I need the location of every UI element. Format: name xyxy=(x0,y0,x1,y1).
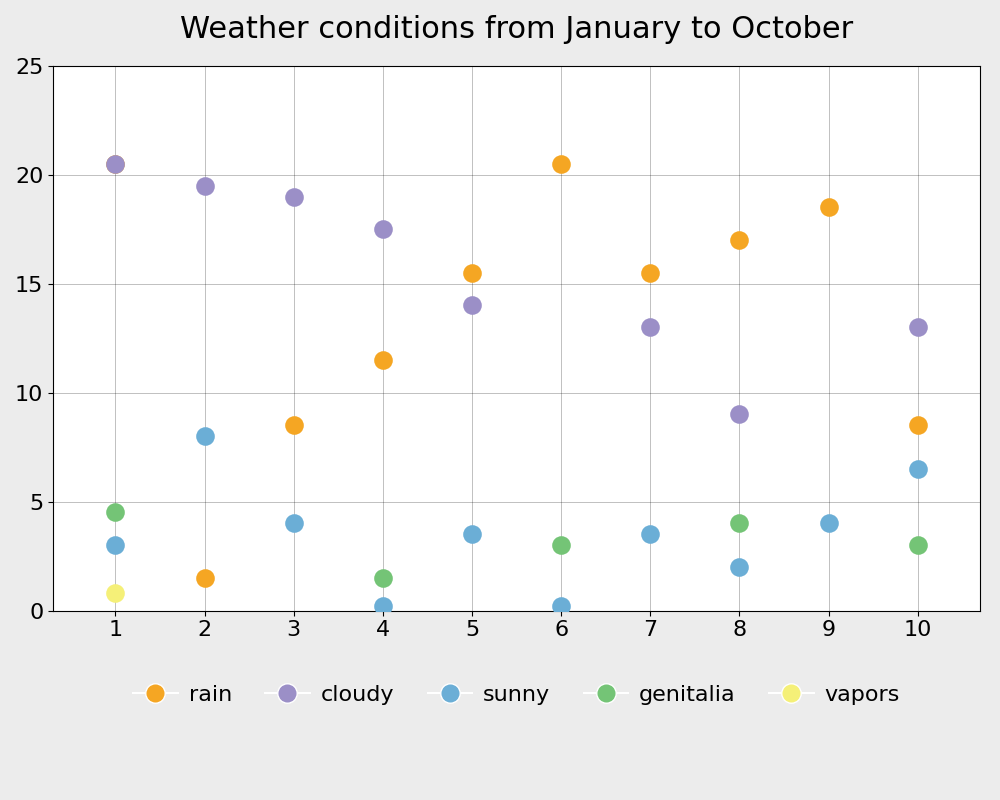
Point xyxy=(197,179,213,192)
Point xyxy=(107,158,123,170)
Point xyxy=(375,571,391,584)
Point xyxy=(910,462,926,475)
Point xyxy=(107,586,123,599)
Point xyxy=(464,299,480,312)
Point xyxy=(107,538,123,551)
Point xyxy=(286,419,302,432)
Point xyxy=(197,430,213,442)
Point xyxy=(731,561,747,574)
Point xyxy=(553,158,569,170)
Point xyxy=(910,538,926,551)
Point xyxy=(731,234,747,246)
Point xyxy=(553,538,569,551)
Point xyxy=(107,158,123,170)
Point xyxy=(642,266,658,279)
Point xyxy=(821,201,837,214)
Legend: rain, cloudy, sunny, genitalia, vapors: rain, cloudy, sunny, genitalia, vapors xyxy=(124,676,909,714)
Point xyxy=(375,600,391,613)
Point xyxy=(464,266,480,279)
Point xyxy=(910,321,926,334)
Point xyxy=(731,517,747,530)
Point xyxy=(286,517,302,530)
Point xyxy=(642,321,658,334)
Point xyxy=(107,506,123,519)
Point xyxy=(553,600,569,613)
Point xyxy=(731,408,747,421)
Point xyxy=(286,190,302,203)
Point xyxy=(464,528,480,541)
Point xyxy=(197,571,213,584)
Title: Weather conditions from January to October: Weather conditions from January to Octob… xyxy=(180,15,853,44)
Point xyxy=(821,517,837,530)
Point xyxy=(375,222,391,235)
Point xyxy=(375,354,391,366)
Point xyxy=(910,419,926,432)
Point xyxy=(642,528,658,541)
